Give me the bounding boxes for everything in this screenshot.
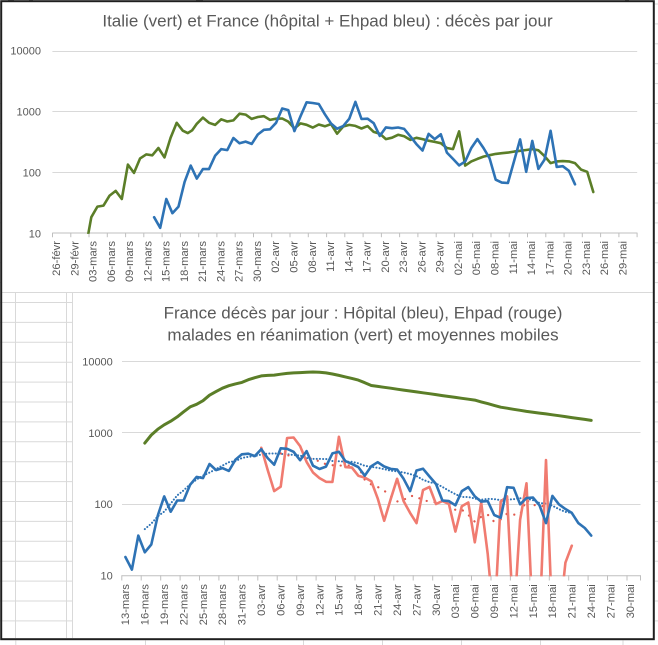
svg-text:1000: 1000 [88, 428, 112, 440]
svg-text:100: 100 [23, 168, 41, 180]
svg-text:France décès par jour : Hôpita: France décès par jour : Hôpital (bleu), … [164, 304, 563, 323]
svg-text:20-avr: 20-avr [380, 241, 392, 273]
svg-text:12-mars: 12-mars [142, 241, 154, 282]
svg-text:02-mai: 02-mai [453, 241, 465, 275]
svg-text:12-mai: 12-mai [508, 584, 520, 618]
svg-text:06-mai: 06-mai [470, 584, 482, 618]
svg-text:27-mai: 27-mai [606, 584, 618, 618]
svg-text:12-avr: 12-avr [314, 584, 326, 616]
svg-text:23-mai: 23-mai [581, 241, 593, 275]
svg-text:24-mai: 24-mai [586, 584, 598, 618]
svg-text:29-mai: 29-mai [617, 241, 629, 275]
svg-text:18-mars: 18-mars [179, 241, 191, 282]
svg-text:26-mai: 26-mai [599, 241, 611, 275]
svg-text:18-mai: 18-mai [547, 584, 559, 618]
svg-text:22-mars: 22-mars [178, 584, 190, 625]
svg-text:13-mars: 13-mars [120, 584, 132, 625]
svg-text:15-mai: 15-mai [528, 584, 540, 618]
svg-text:08-mai: 08-mai [490, 241, 502, 275]
svg-text:26-avr: 26-avr [416, 241, 428, 273]
svg-text:05-mai: 05-mai [471, 241, 483, 275]
svg-text:25-mars: 25-mars [198, 584, 210, 625]
svg-text:06-mars: 06-mars [106, 241, 118, 282]
svg-text:30-avr: 30-avr [431, 584, 443, 616]
svg-text:21-avr: 21-avr [373, 584, 385, 616]
svg-text:19-mars: 19-mars [159, 584, 171, 625]
svg-text:24-mars: 24-mars [215, 241, 227, 282]
svg-text:15-avr: 15-avr [334, 584, 346, 616]
svg-text:31-mars: 31-mars [237, 584, 249, 625]
svg-text:17-mai: 17-mai [544, 241, 556, 275]
svg-text:11-avr: 11-avr [325, 241, 337, 272]
svg-text:09-mars: 09-mars [124, 241, 136, 282]
svg-text:10000: 10000 [82, 357, 113, 369]
svg-text:1000: 1000 [17, 106, 41, 118]
svg-text:Italie (vert) et France (hôpit: Italie (vert) et France (hôpital + Ehpad… [102, 12, 553, 31]
svg-text:27-mars: 27-mars [234, 241, 246, 282]
svg-text:03-mars: 03-mars [88, 241, 100, 282]
svg-text:10: 10 [29, 228, 41, 240]
svg-text:malades en réanimation (vert): malades en réanimation (vert) et moyenne… [167, 326, 558, 345]
svg-text:10000: 10000 [10, 45, 41, 57]
svg-text:17-avr: 17-avr [362, 241, 374, 273]
svg-text:18-avr: 18-avr [353, 584, 365, 616]
svg-text:21-mai: 21-mai [567, 584, 579, 618]
svg-text:100: 100 [94, 499, 112, 511]
svg-text:30-mars: 30-mars [252, 241, 264, 282]
svg-text:20-mai: 20-mai [563, 241, 575, 275]
svg-text:21-mars: 21-mars [197, 241, 209, 282]
svg-text:14-mai: 14-mai [526, 241, 538, 275]
svg-text:06-avr: 06-avr [276, 584, 288, 616]
svg-text:09-mai: 09-mai [489, 584, 501, 618]
svg-text:02-avr: 02-avr [270, 241, 282, 273]
svg-text:03-avr: 03-avr [256, 584, 268, 616]
svg-text:27-avr: 27-avr [411, 584, 423, 616]
svg-text:08-avr: 08-avr [307, 241, 319, 273]
svg-text:28-mars: 28-mars [217, 584, 229, 625]
svg-text:29-avr: 29-avr [435, 241, 447, 273]
svg-text:26-févr: 26-févr [51, 241, 63, 276]
svg-text:16-mars: 16-mars [140, 584, 152, 625]
svg-text:14-avr: 14-avr [343, 241, 355, 273]
svg-text:09-avr: 09-avr [295, 584, 307, 616]
svg-text:11-mai: 11-mai [508, 241, 520, 274]
svg-text:23-avr: 23-avr [398, 241, 410, 273]
svg-text:30-mai: 30-mai [625, 584, 637, 618]
svg-text:05-avr: 05-avr [289, 241, 301, 273]
svg-text:24-avr: 24-avr [392, 584, 404, 616]
svg-text:29-févr: 29-févr [69, 241, 81, 276]
svg-text:10: 10 [101, 571, 113, 583]
svg-text:15-mars: 15-mars [161, 241, 173, 282]
svg-text:03-mai: 03-mai [450, 584, 462, 618]
